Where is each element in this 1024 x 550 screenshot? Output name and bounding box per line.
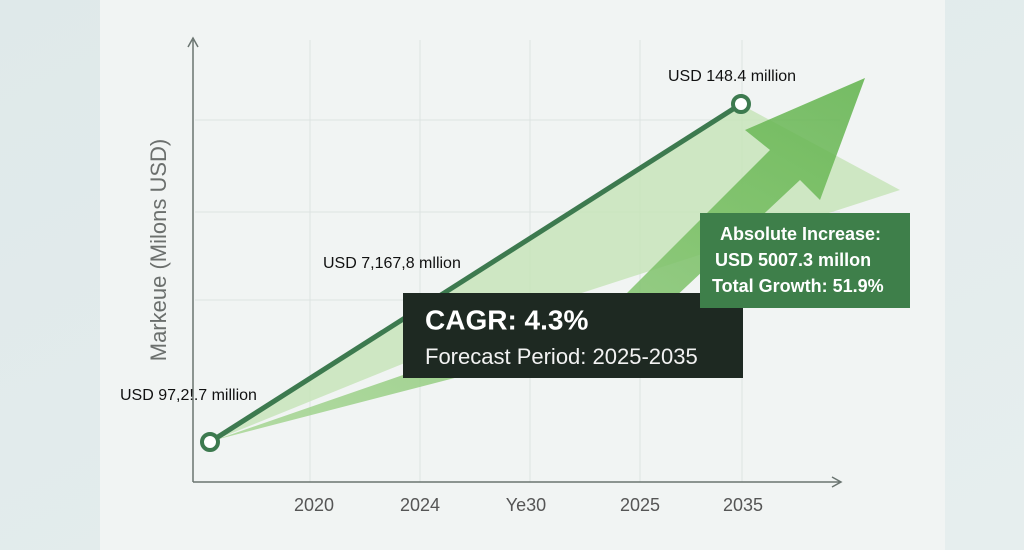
x-tick-label: 2020: [294, 495, 334, 515]
x-tick-label: Ye30: [506, 495, 546, 515]
increase-line: Total Growth: 51.9%: [712, 276, 884, 296]
growth-arrow: [215, 78, 865, 440]
increase-line: Absolute Increase:: [720, 224, 881, 244]
increase-box: [700, 213, 910, 308]
x-ticks: 2020 2024 Ye30 2025 2035: [294, 495, 763, 515]
x-tick-label: 2024: [400, 495, 440, 515]
trend-line: [208, 101, 743, 445]
axes: [187, 36, 843, 488]
cagr-box: [403, 293, 743, 378]
increase-line: USD 5007.3 millon: [715, 250, 871, 270]
start-point: [200, 432, 220, 452]
x-tick-label: 2025: [620, 495, 660, 515]
cagr-title: CAGR: 4.3%: [425, 304, 588, 335]
y-axis-label: Markeue (Milons USD): [146, 139, 171, 362]
area-shape: [210, 104, 900, 442]
x-tick-label: 2035: [723, 495, 763, 515]
cagr-subtitle: Forecast Period: 2025-2035: [425, 344, 698, 369]
point-label: USD 97,2!.7 million: [120, 387, 257, 404]
end-point: [731, 94, 751, 114]
point-label: USD 148.4 million: [668, 68, 796, 85]
point-label: USD 7,167,8 mllion: [323, 255, 461, 272]
